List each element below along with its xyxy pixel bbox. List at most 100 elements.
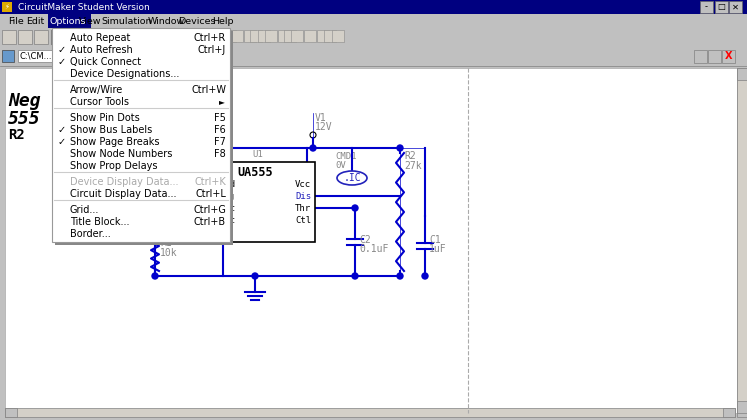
Text: Trg: Trg	[219, 192, 235, 201]
Bar	[198, 30, 210, 42]
Text: Cursor Tools: Cursor Tools	[70, 97, 129, 107]
Bar	[224, 30, 236, 42]
Text: R2: R2	[8, 128, 25, 142]
Text: Title Block...: Title Block...	[70, 217, 129, 227]
Text: Ctrl+W: Ctrl+W	[191, 85, 226, 95]
Bar	[34, 30, 48, 44]
Bar	[211, 30, 223, 42]
Text: Out: Out	[219, 204, 235, 213]
Bar	[722, 50, 735, 63]
Bar	[55, 31, 233, 245]
Text: Rst: Rst	[219, 216, 235, 225]
Circle shape	[152, 273, 158, 279]
Bar	[5, 408, 17, 417]
Bar	[176, 30, 188, 42]
Text: F7: F7	[214, 137, 226, 147]
Bar	[189, 30, 201, 42]
Bar	[737, 68, 747, 413]
Text: 0V: 0V	[335, 161, 346, 170]
Text: Device Designations...: Device Designations...	[70, 69, 179, 79]
Text: Grid...: Grid...	[70, 205, 99, 215]
Text: 1uF: 1uF	[429, 244, 447, 254]
Text: □: □	[718, 3, 725, 11]
Text: Quick Connect: Quick Connect	[70, 57, 141, 67]
Text: Neg: Neg	[8, 92, 40, 110]
Circle shape	[310, 145, 316, 151]
Bar	[332, 30, 344, 42]
Bar	[0, 48, 747, 66]
Text: V1: V1	[315, 113, 326, 123]
Text: Edit: Edit	[26, 16, 44, 26]
Text: CircuitMaker Student Version: CircuitMaker Student Version	[18, 3, 149, 11]
Text: U1: U1	[252, 150, 263, 159]
Bar	[18, 30, 32, 44]
Text: F6: F6	[214, 125, 226, 135]
Text: Help: Help	[212, 16, 234, 26]
Circle shape	[397, 273, 403, 279]
Text: Ctrl+B: Ctrl+B	[194, 217, 226, 227]
Bar	[48, 14, 90, 28]
Bar	[2, 30, 16, 44]
Text: 555: 555	[8, 110, 40, 128]
Text: 10k: 10k	[160, 248, 178, 258]
Bar	[0, 28, 747, 48]
Text: C1: C1	[429, 235, 441, 245]
Text: R1: R1	[160, 238, 172, 248]
Text: Thr: Thr	[295, 204, 311, 213]
Bar	[291, 30, 303, 42]
Bar	[324, 30, 336, 42]
Text: F8: F8	[214, 149, 226, 159]
Text: Options: Options	[50, 16, 87, 26]
Circle shape	[252, 273, 258, 279]
Bar	[244, 30, 256, 42]
Bar	[265, 30, 277, 42]
Text: Auto Refresh: Auto Refresh	[70, 45, 133, 55]
Text: ⚡: ⚡	[4, 4, 10, 10]
Bar	[304, 30, 316, 42]
Text: ✓: ✓	[58, 137, 66, 147]
Bar	[0, 0, 747, 14]
Text: Auto Repeat: Auto Repeat	[70, 33, 131, 43]
Text: 12V: 12V	[315, 122, 332, 132]
Text: R2: R2	[404, 151, 416, 161]
Bar	[715, 1, 728, 13]
Bar	[52, 28, 230, 242]
Bar	[317, 30, 329, 42]
Bar	[137, 194, 151, 206]
Circle shape	[352, 205, 358, 211]
Bar	[729, 1, 742, 13]
Text: X: X	[725, 51, 733, 61]
Text: Show Prop Delays: Show Prop Delays	[70, 161, 158, 171]
Bar	[0, 14, 747, 28]
Bar	[258, 30, 270, 42]
Text: Dis: Dis	[295, 192, 311, 201]
Text: Show Bus Labels: Show Bus Labels	[70, 125, 152, 135]
Bar	[5, 68, 737, 413]
Bar	[215, 162, 315, 242]
Text: iggered: iggered	[52, 92, 128, 111]
Bar	[250, 30, 262, 42]
Text: Window: Window	[148, 16, 185, 26]
Text: C:\CM...: C:\CM...	[20, 52, 52, 60]
Bar	[278, 30, 290, 42]
Text: Ctrl+L: Ctrl+L	[195, 189, 226, 199]
Bar	[163, 30, 175, 42]
Text: ✓: ✓	[58, 125, 66, 135]
Text: Ctrl+G: Ctrl+G	[193, 205, 226, 215]
Text: Show Page Breaks: Show Page Breaks	[70, 137, 160, 147]
Bar	[231, 30, 243, 42]
Ellipse shape	[337, 171, 367, 185]
Text: C2: C2	[359, 235, 371, 245]
Bar	[708, 50, 721, 63]
Bar	[723, 408, 735, 417]
Text: Ctrl+J: Ctrl+J	[198, 45, 226, 55]
Text: the delay.: the delay.	[52, 130, 127, 143]
Bar	[5, 408, 735, 417]
Text: ✓: ✓	[58, 57, 66, 67]
Text: .IC: .IC	[343, 173, 361, 183]
Text: -: -	[705, 3, 708, 11]
Text: Devices: Devices	[178, 16, 215, 26]
Bar	[737, 408, 747, 417]
Circle shape	[397, 145, 403, 151]
Text: CMD1: CMD1	[335, 152, 356, 161]
